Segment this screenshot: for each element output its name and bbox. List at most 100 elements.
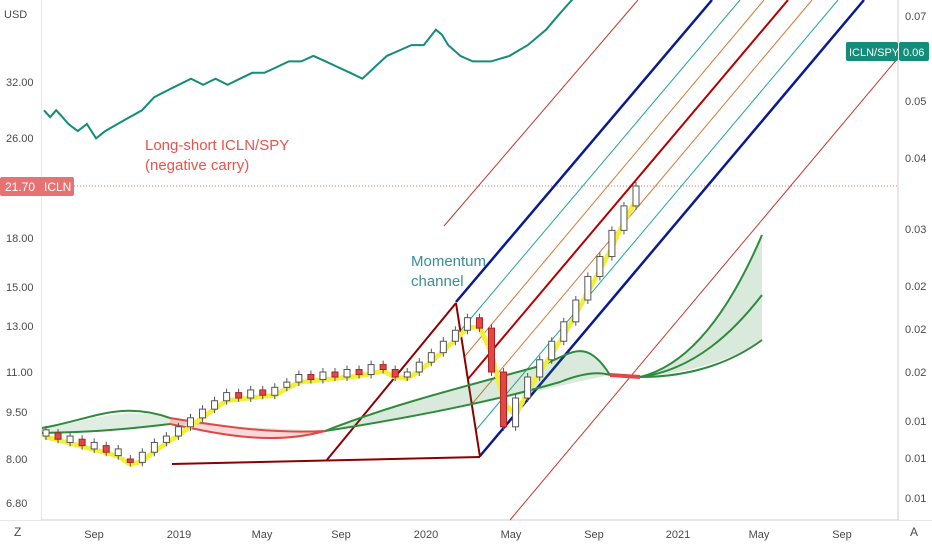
right-axis-tick-label: 0.05 <box>905 96 926 108</box>
annotation-long-short-line-2: (negative carry) <box>145 157 249 174</box>
candle-body <box>451 329 459 342</box>
right-axis-tick-label: 0.07 <box>905 11 926 23</box>
cloud-upper-middle <box>324 350 611 432</box>
candle-body <box>42 429 50 437</box>
candle-body <box>319 371 327 381</box>
candle-body <box>138 451 146 463</box>
candle-body <box>54 432 62 440</box>
left-axis-ticks: 6.80 8.00 9.50 11.00 13.00 15.00 18.00 26.00 32.… <box>6 77 34 510</box>
candle-body <box>415 361 423 373</box>
candle-body <box>307 373 315 381</box>
candle-body <box>584 275 592 301</box>
candle-body <box>114 448 122 457</box>
candle-body <box>500 371 508 428</box>
left-axis-tick-label: 13.00 <box>6 321 34 333</box>
candle-body <box>235 392 243 399</box>
left-axis-tick-label: 32.00 <box>6 77 34 89</box>
left-axis-tick-label: 15.00 <box>6 282 34 294</box>
cloud-upper-right <box>639 234 763 378</box>
currency-label: USD <box>4 9 27 21</box>
candle-body <box>78 438 86 447</box>
candle-body <box>174 426 182 437</box>
price-tag-value: 21.70 <box>5 180 35 194</box>
channel-outer-lower <box>509 57 899 521</box>
channel-guide-3 <box>471 0 813 405</box>
ratio-tag-value-bg <box>899 42 929 61</box>
price-tag-bg <box>0 177 74 196</box>
candle-body <box>391 369 399 378</box>
candle-body <box>90 441 98 450</box>
x-axis-tick-label: 2021 <box>666 529 690 541</box>
candle-body <box>126 458 134 463</box>
right-axis-tick-label: 0.02 <box>905 324 926 336</box>
x-axis-tick-label: Sep <box>331 529 351 541</box>
right-axis-tick-label: 0.03 <box>905 224 926 236</box>
candle-body <box>608 229 616 258</box>
annotation-momentum-line-2: channel <box>411 273 464 290</box>
candle-body <box>199 408 207 419</box>
triangle-left-edge <box>325 302 457 462</box>
left-axis-tick-label: 8.00 <box>6 454 27 466</box>
x-axis-tick-label: Sep <box>584 529 604 541</box>
right-axis-tick-label: 0.02 <box>905 281 926 293</box>
channel-lower-line <box>479 0 865 457</box>
candle-body <box>475 317 483 329</box>
right-axis-tick-label: 0.01 <box>905 453 926 465</box>
candle-body <box>524 376 532 399</box>
candle-body <box>488 327 496 373</box>
candle-body <box>427 352 435 363</box>
cloud-fill-red <box>170 418 325 439</box>
ratio-series-line <box>43 0 574 140</box>
candle-body <box>283 381 291 388</box>
right-axis-bg <box>899 0 932 520</box>
x-axis-tick-label: 2019 <box>167 529 191 541</box>
left-axis-tick-label: 26.00 <box>6 133 34 145</box>
x-axis-tick-label: May <box>252 529 273 541</box>
candle-body <box>403 371 411 378</box>
left-axis-tick-label: 9.50 <box>6 407 27 419</box>
candle-body <box>211 400 219 410</box>
candle-body <box>620 205 628 231</box>
right-axis-ticks: 0.01 0.01 0.01 0.02 0.02 0.02 0.03 0.04 0.05 0.07 <box>905 11 926 505</box>
annotation-momentum: Momentum channel <box>411 253 486 290</box>
cloud-lower-right <box>639 339 763 378</box>
candle-body <box>596 256 604 277</box>
candle-body <box>295 373 303 383</box>
candles-group <box>42 182 640 467</box>
ratio-tag-value: 0.06 <box>903 47 924 59</box>
cloud-fill-right <box>640 235 762 377</box>
trend-triangle <box>171 302 481 465</box>
auto-scale-button[interactable]: A <box>910 525 918 539</box>
channel-upper-line <box>455 0 713 303</box>
candle-body <box>632 185 640 207</box>
channel-center-line <box>467 0 789 380</box>
channel-guide-1 <box>460 0 741 331</box>
cloud-mid-right <box>639 294 763 378</box>
cloud-lower-middle <box>324 372 611 432</box>
candle-body <box>271 386 279 396</box>
annotation-momentum-line-1: Momentum <box>411 253 486 270</box>
cloud-upper-left <box>41 409 171 429</box>
left-axis-tick-label: 6.80 <box>6 498 27 510</box>
right-axis-tick-label: 0.02 <box>905 367 926 379</box>
left-axis-bg <box>0 0 41 520</box>
x-axis-tick-label: Sep <box>84 529 104 541</box>
candle-body <box>343 369 351 378</box>
annotation-long-short-line-1: Long-short ICLN/SPY <box>145 137 289 154</box>
left-axis-tick-label: 11.00 <box>6 367 33 379</box>
channel-outer-upper <box>443 0 639 227</box>
candle-body <box>223 392 231 402</box>
x-axis-ticks: Sep 2019 May Sep 2020 May Sep 2021 May Sep <box>84 529 852 541</box>
x-axis-tick-label: Sep <box>832 529 852 541</box>
candle-body <box>536 359 544 378</box>
candle-body <box>548 340 556 361</box>
triangle-right-edge <box>455 302 481 458</box>
x-axis-tick-label: May <box>501 529 522 541</box>
annotation-long-short: Long-short ICLN/SPY (negative carry) <box>145 137 289 174</box>
log-scale-button[interactable]: Z <box>14 525 21 539</box>
x-axis-tick-label: 2020 <box>414 529 438 541</box>
cloud-red-mid <box>609 373 641 379</box>
momentum-channel <box>443 0 899 521</box>
